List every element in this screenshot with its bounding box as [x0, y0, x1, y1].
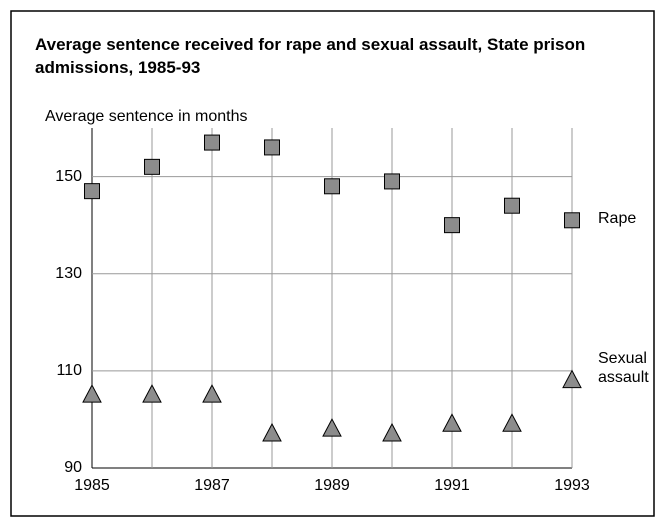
marker: [322, 418, 342, 437]
marker: [144, 158, 160, 175]
marker: [562, 369, 582, 389]
marker: [142, 384, 162, 403]
y-tick-label: 130: [55, 265, 82, 282]
marker: [444, 217, 460, 234]
marker: [564, 212, 580, 229]
x-tick-label: 1993: [554, 477, 590, 494]
marker: [204, 134, 220, 151]
x-tick-label: 1989: [314, 477, 350, 494]
marker: [262, 422, 282, 442]
marker: [202, 384, 222, 403]
marker: [504, 197, 520, 214]
marker: [264, 139, 280, 156]
marker: [82, 384, 102, 403]
marker: [84, 183, 100, 200]
marker: [324, 178, 340, 195]
x-tick-label: 1991: [434, 477, 470, 494]
legend-label: Rape: [598, 209, 637, 227]
x-tick-label: 1987: [194, 477, 230, 494]
x-tick-label: 1985: [74, 477, 110, 494]
y-tick-label: 90: [64, 459, 82, 476]
y-tick-label: 150: [55, 168, 82, 185]
marker: [502, 413, 522, 432]
marker: [384, 173, 400, 190]
y-axis-label: Average sentence in months: [45, 108, 248, 125]
marker: [382, 422, 402, 442]
chart-title: Average sentence received for rape and s…: [35, 35, 586, 77]
y-tick-label: 110: [56, 362, 82, 379]
marker: [442, 413, 462, 432]
frame-border: [10, 10, 655, 517]
legend-label: Sexual assault: [598, 349, 649, 386]
